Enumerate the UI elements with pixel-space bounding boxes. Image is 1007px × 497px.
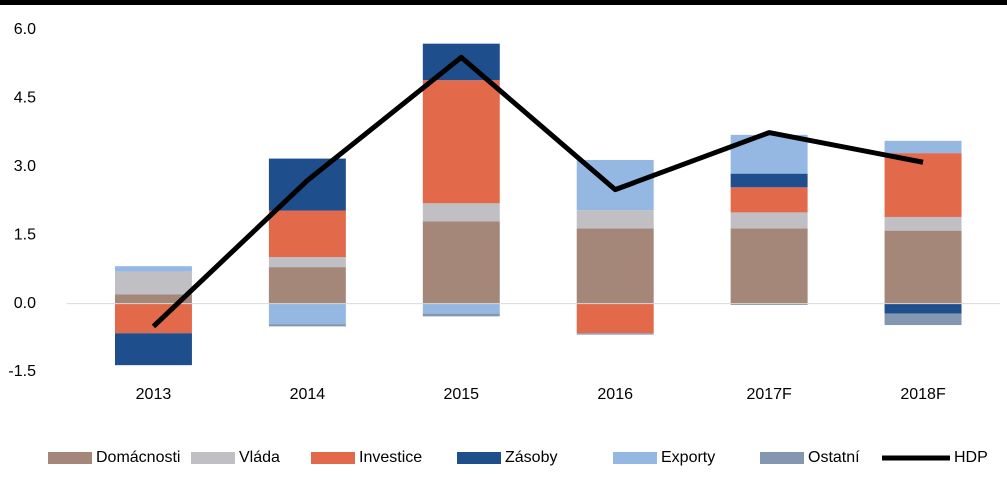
x-tick-label: 2013 [136, 386, 172, 403]
bar-segment [114, 333, 192, 366]
bar-segment [422, 203, 500, 222]
bar-segment [422, 313, 500, 317]
bar-segment [884, 140, 962, 154]
legend-swatch [457, 452, 501, 464]
legend-label: Domácnosti [96, 449, 180, 466]
legend-swatch [760, 452, 804, 464]
line-series [151, 54, 924, 329]
bar-segment [730, 187, 808, 213]
y-tick-label: 0.0 [14, 295, 36, 312]
legend-label: Vláda [239, 449, 280, 466]
legend-label: HDP [954, 449, 988, 466]
y-tick-label: 3.0 [14, 158, 36, 175]
bar-segment [576, 303, 654, 334]
bar-segment [884, 230, 962, 304]
bar-segment [730, 173, 808, 188]
bar-segment [422, 80, 500, 204]
bar-segment [268, 210, 346, 258]
x-tick-label: 2016 [597, 386, 633, 403]
bar-segment [884, 313, 962, 326]
legend-swatch [191, 452, 235, 464]
bar-segment [422, 43, 500, 81]
bar-segment [268, 324, 346, 327]
bar-segment [268, 257, 346, 268]
bar-segment [884, 303, 962, 314]
legend-label: Exporty [661, 449, 715, 466]
top-rule [0, 0, 1007, 5]
y-tick-label: 6.0 [14, 21, 36, 38]
legend-label: Ostatní [808, 449, 860, 466]
bar-segment [114, 266, 192, 272]
bar-segment [268, 267, 346, 304]
bar-segment [730, 212, 808, 229]
x-tick-label: 2017F [746, 386, 792, 403]
x-tick-label: 2018F [900, 386, 946, 403]
bar-segment [576, 333, 654, 335]
legend-swatch [48, 452, 92, 464]
bar-segment [884, 216, 962, 231]
bar-segment [884, 153, 962, 217]
bar-segment [730, 228, 808, 304]
x-tick-label: 2015 [443, 386, 479, 403]
bar-segment [114, 294, 192, 304]
y-tick-label: -1.5 [8, 363, 36, 380]
bar-segment [268, 303, 346, 325]
bar-segment [730, 303, 808, 305]
legend-label: Zásoby [505, 449, 557, 466]
legend-swatch [311, 452, 355, 464]
bar-segment [114, 303, 192, 334]
legend-label: Investice [359, 449, 422, 466]
x-tick-label: 2014 [290, 386, 326, 403]
bar-segment [114, 271, 192, 295]
bar-segment [576, 210, 654, 229]
y-tick-label: 4.5 [14, 90, 36, 107]
bar-segment [422, 221, 500, 304]
y-tick-label: 1.5 [14, 226, 36, 243]
bar-segment [422, 303, 500, 314]
bar-segment [576, 228, 654, 304]
legend-swatch [613, 452, 657, 464]
